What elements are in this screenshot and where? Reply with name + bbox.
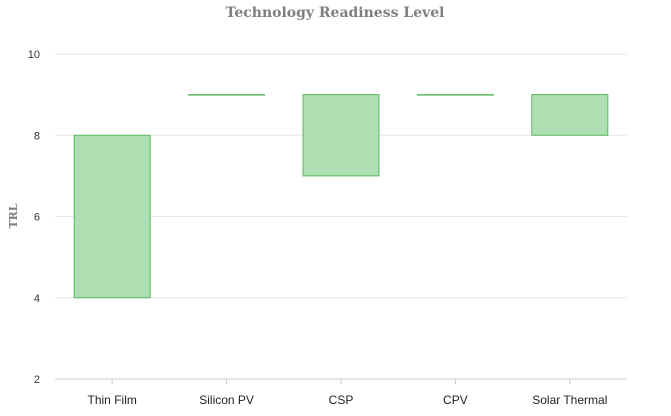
range-bar bbox=[188, 94, 266, 96]
range-bar bbox=[302, 94, 380, 177]
y-tick-label: 10 bbox=[28, 49, 40, 61]
y-tick-label: 8 bbox=[34, 130, 40, 142]
x-tick-label: Solar Thermal bbox=[532, 393, 607, 407]
y-axis-label: TRL bbox=[7, 203, 20, 228]
x-axis-ticks: Thin Film Silicon PV CSP CPV Solar Thermal bbox=[88, 379, 607, 407]
y-tick-label: 6 bbox=[34, 212, 40, 224]
range-bars bbox=[73, 94, 609, 299]
x-tick-label: Silicon PV bbox=[199, 393, 254, 407]
x-tick-label: CSP bbox=[329, 393, 354, 407]
range-bar bbox=[73, 134, 151, 299]
range-bar bbox=[416, 94, 494, 96]
chart-title: Technology Readiness Level bbox=[226, 5, 445, 21]
x-tick-label: Thin Film bbox=[88, 393, 137, 407]
y-tick-label: 4 bbox=[34, 293, 40, 305]
y-tick-label: 2 bbox=[34, 374, 40, 386]
y-axis-ticks: 2 4 6 8 10 bbox=[28, 49, 40, 386]
range-bar bbox=[531, 94, 609, 136]
x-tick-label: CPV bbox=[443, 393, 468, 407]
